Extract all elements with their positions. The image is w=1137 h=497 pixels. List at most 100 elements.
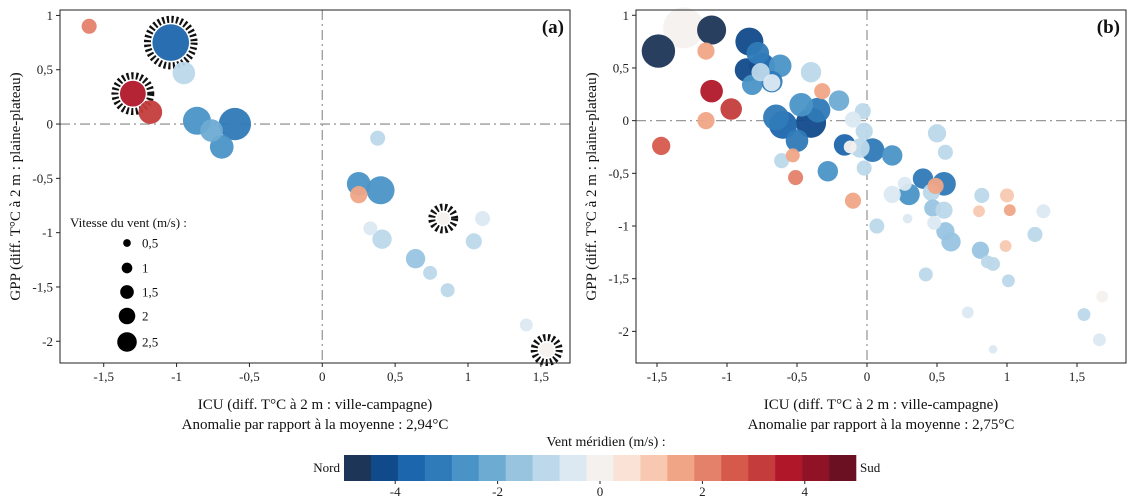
scatter-point <box>937 144 953 160</box>
color-scale-swatch <box>344 455 372 481</box>
scatter-point <box>883 185 901 204</box>
x-tick-label: -1 <box>171 369 182 384</box>
scatter-point <box>817 161 839 182</box>
x-tick-label: -1,5 <box>93 369 114 384</box>
scatter-point <box>763 104 789 131</box>
scatter-point <box>1092 333 1106 347</box>
y-tick-label: 0,5 <box>37 62 53 77</box>
color-scale-swatch <box>829 455 857 481</box>
x-tick-label: 1 <box>465 369 472 384</box>
scatter-point <box>789 92 814 117</box>
y-tick-label: 0 <box>623 113 630 128</box>
color-scale-swatch <box>775 455 803 481</box>
scatter-point <box>844 111 862 128</box>
scatter-point <box>519 318 533 332</box>
scatter-point <box>465 233 482 250</box>
scatter-point <box>1000 188 1014 203</box>
panel-a-chart: -1,5 -1 -0,5 0 0,5 1 1,510,50-0,5-1-1,5-2 (a) … <box>8 8 571 433</box>
legend-south-label: Sud <box>860 460 881 475</box>
size-legend-circle <box>117 332 137 352</box>
scatter-point <box>697 15 727 45</box>
y-tick-label: 1 <box>47 8 54 23</box>
size-legend-label: 2 <box>142 309 149 324</box>
panel-a-x-axis-label: ICU (diff. T°C à 2 m : ville-campagne) <box>198 397 433 413</box>
color-scale-swatch <box>586 455 614 481</box>
scatter-point <box>370 130 386 146</box>
scatter-point <box>663 7 705 49</box>
scatter-point <box>897 176 912 191</box>
size-legend-label: 1 <box>142 261 149 276</box>
scatter-point <box>974 187 990 203</box>
scatter-point <box>927 177 944 195</box>
scatter-point <box>844 192 862 209</box>
y-tick-label: -2 <box>618 324 629 339</box>
panel-b-frame <box>635 9 1127 364</box>
x-tick-label: -1,5 <box>647 369 668 384</box>
color-scale-swatch <box>667 455 695 481</box>
color-scale-swatch <box>451 455 480 481</box>
color-scale-swatch <box>532 455 560 481</box>
color-scale-swatch <box>721 455 749 481</box>
panel-a-frame <box>59 9 571 364</box>
size-legend-circle <box>121 262 133 274</box>
color-scale-tick-label: 2 <box>699 484 706 497</box>
scatter-point <box>1003 204 1016 217</box>
size-legend-circle <box>120 285 134 299</box>
scatter-point <box>172 61 196 85</box>
panel-b-ticks: -1,5 -1 -0,5 0 0,5 1 1,5 1 0,5 0 -0,5 -1 -1,5 -2 <box>608 8 1085 384</box>
scatter-point <box>814 83 831 100</box>
scatter-point <box>697 42 715 60</box>
scatter-point <box>1096 290 1109 303</box>
y-tick-label: -1 <box>618 219 629 234</box>
x-tick-label: -0,5 <box>787 369 808 384</box>
size-legend-circle <box>123 239 131 247</box>
x-tick-label: 0,5 <box>929 369 945 384</box>
size-legend-label: 1,5 <box>142 285 158 300</box>
y-tick-label: -2 <box>42 334 53 349</box>
scatter-point <box>700 79 723 103</box>
scatter-point <box>152 24 190 61</box>
color-scale-tick-label: 4 <box>802 484 809 497</box>
y-tick-label: -0,5 <box>608 166 629 181</box>
y-tick-label: 1 <box>623 8 630 23</box>
scatter-point <box>856 160 872 176</box>
scatter-point <box>785 129 809 152</box>
scatter-point <box>405 249 426 269</box>
highlight-ring <box>530 333 563 366</box>
panel-b-y-axis-label: GPP (diff. T°C à 2 m : plaine-plateau) <box>584 72 600 300</box>
color-scale-tick-label: -4 <box>390 484 401 497</box>
color-scale-swatch <box>640 455 668 481</box>
wind-speed-legend-items: 0,5 1 1,5 2 2,5 <box>117 236 158 352</box>
panel-a-ticks: -1,5 -1 -0,5 0 0,5 1 1,5 1 0,5 0 -0,5 -1 -1,5 -2 <box>32 8 549 384</box>
scatter-point <box>363 221 378 236</box>
color-scale-tick-label: -2 <box>492 484 503 497</box>
scatter-point <box>869 218 885 234</box>
y-tick-label: -1,5 <box>608 271 629 286</box>
highlight-ring <box>428 203 459 234</box>
panel-a-reference-lines <box>60 10 570 363</box>
x-tick-label: 1,5 <box>1069 369 1085 384</box>
scatter-point <box>927 215 942 230</box>
scatter-point <box>366 176 395 205</box>
scatter-point <box>774 153 790 169</box>
color-scale-swatch <box>613 455 641 481</box>
size-legend-label: 2,5 <box>142 335 158 350</box>
panel-a-anomaly-note: Anomalie par rapport à la moyenne : 2,94… <box>182 417 449 433</box>
scatter-point <box>652 136 671 156</box>
scatter-point <box>788 170 804 186</box>
color-scale-tick-label: 0 <box>597 484 604 497</box>
panel-b-points <box>641 7 1109 354</box>
scatter-point <box>720 98 742 120</box>
scatter-point <box>961 306 974 319</box>
scatter-point <box>641 34 676 68</box>
x-tick-label: 0,5 <box>387 369 403 384</box>
highlight-ring <box>111 72 155 116</box>
color-scale-swatch <box>424 455 453 481</box>
scatter-point <box>999 240 1012 252</box>
color-scale-swatch <box>370 455 399 481</box>
panel-b-chart: -1,5 -1 -0,5 0 0,5 1 1,510,50-0,5-1-1,5-2 (b) … <box>584 7 1127 433</box>
scatter-point <box>881 145 903 166</box>
color-scale-swatch <box>694 455 722 481</box>
scatter-point <box>973 205 985 218</box>
